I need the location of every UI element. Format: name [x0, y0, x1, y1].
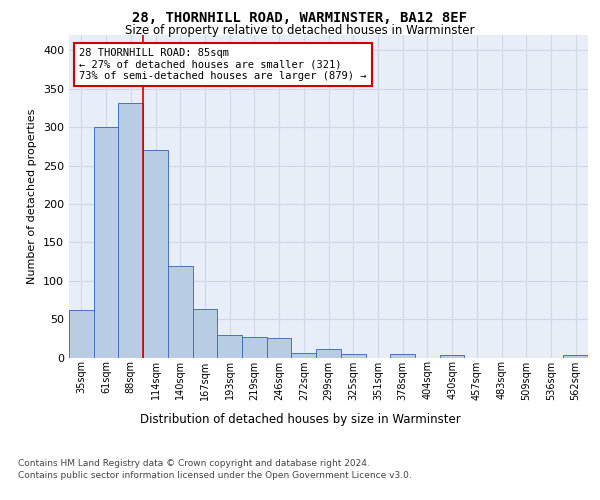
Bar — [69, 310, 94, 358]
Bar — [242, 337, 267, 357]
Bar — [440, 355, 464, 358]
Bar — [217, 335, 242, 357]
Text: 28 THORNHILL ROAD: 85sqm
← 27% of detached houses are smaller (321)
73% of semi-: 28 THORNHILL ROAD: 85sqm ← 27% of detach… — [79, 48, 367, 81]
Bar — [390, 354, 415, 358]
Bar — [267, 338, 292, 357]
Bar — [168, 266, 193, 358]
Bar — [341, 354, 365, 358]
Bar — [118, 102, 143, 358]
Bar — [316, 349, 341, 358]
Text: Distribution of detached houses by size in Warminster: Distribution of detached houses by size … — [140, 412, 460, 426]
Bar — [143, 150, 168, 358]
Bar — [94, 127, 118, 358]
Bar — [292, 353, 316, 358]
Bar — [563, 355, 588, 358]
Bar — [193, 309, 217, 358]
Text: Contains public sector information licensed under the Open Government Licence v3: Contains public sector information licen… — [18, 471, 412, 480]
Text: Size of property relative to detached houses in Warminster: Size of property relative to detached ho… — [125, 24, 475, 37]
Text: 28, THORNHILL ROAD, WARMINSTER, BA12 8EF: 28, THORNHILL ROAD, WARMINSTER, BA12 8EF — [133, 12, 467, 26]
Text: Contains HM Land Registry data © Crown copyright and database right 2024.: Contains HM Land Registry data © Crown c… — [18, 458, 370, 468]
Y-axis label: Number of detached properties: Number of detached properties — [28, 108, 37, 284]
